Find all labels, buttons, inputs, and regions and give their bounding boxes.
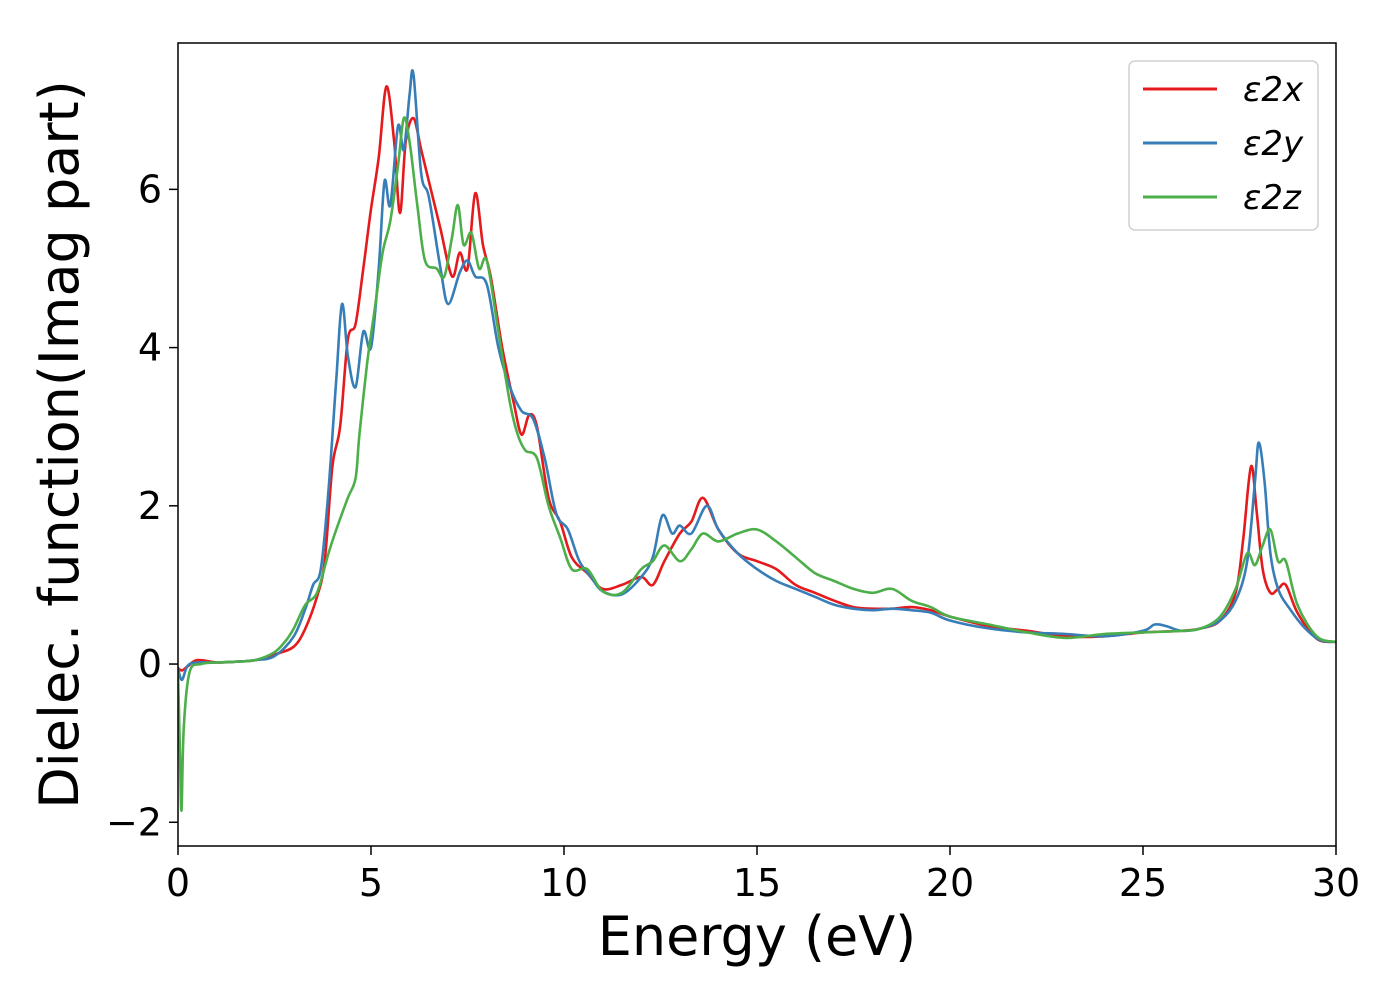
x-axis-label: Energy (eV) — [598, 905, 917, 968]
series-line-3 — [178, 116, 1336, 812]
y-tick-label: 0 — [138, 642, 162, 686]
x-tick-label: 30 — [1312, 861, 1360, 905]
legend-box — [1128, 60, 1319, 231]
x-tick-label: 15 — [733, 861, 781, 905]
legend-label: ε2y — [1243, 124, 1304, 164]
legend-label: ε2z — [1243, 178, 1302, 218]
legend-label: ε2x — [1243, 70, 1304, 110]
series-line-2 — [178, 69, 1336, 682]
y-tick-label: −2 — [106, 800, 162, 844]
x-tick-label: 0 — [166, 861, 190, 905]
y-tick-label: 6 — [138, 167, 162, 211]
y-tick-label: 2 — [138, 484, 162, 528]
legend: ε2x ε2y ε2z — [1128, 60, 1319, 231]
series-layer — [178, 69, 1336, 812]
x-tick-label: 5 — [359, 861, 383, 905]
y-axis: −2 0 2 4 6 — [106, 167, 178, 844]
x-axis: 0 5 10 15 20 25 30 — [166, 846, 1360, 905]
x-tick-label: 10 — [540, 861, 588, 905]
x-tick-label: 20 — [926, 861, 974, 905]
y-tick-label: 4 — [138, 326, 162, 370]
x-tick-label: 25 — [1119, 861, 1167, 905]
y-axis-label: Dielec. function(Imag part) — [28, 80, 91, 809]
